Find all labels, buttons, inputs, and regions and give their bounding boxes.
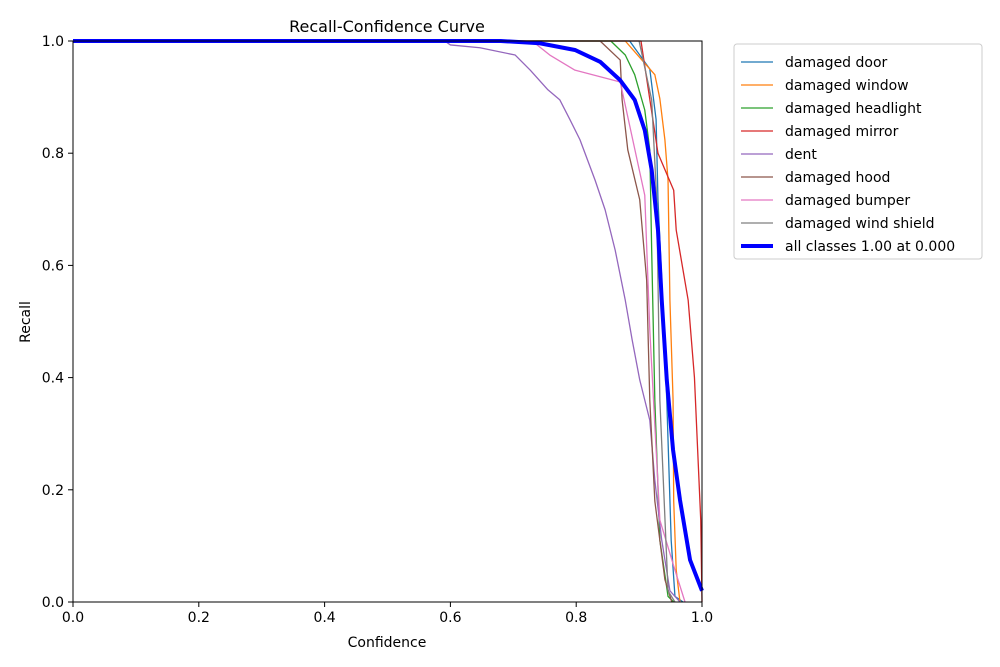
y-tick-label: 0.0	[42, 595, 64, 611]
plot-frame	[72, 40, 703, 603]
series-line-8	[73, 39, 704, 592]
series-line-2	[73, 40, 675, 603]
series-line-4	[73, 40, 681, 603]
x-axis-label: Confidence	[348, 635, 427, 651]
series-line-0	[73, 40, 684, 603]
legend-label-4: dent	[785, 147, 817, 163]
legend-label-0: damaged door	[785, 55, 888, 71]
y-tick-label: 0.4	[42, 371, 64, 387]
chart-title: Recall-Confidence Curve	[289, 17, 485, 36]
legend-label-2: damaged headlight	[785, 101, 922, 117]
y-tick-label: 0.8	[42, 146, 64, 162]
series-line-7	[73, 40, 676, 603]
legend: damaged door damaged window damaged headli…	[733, 43, 983, 260]
legend-label-1: damaged window	[785, 78, 909, 94]
legend-label-7: damaged wind shield	[785, 216, 935, 232]
legend-label-5: damaged hood	[785, 170, 890, 186]
y-axis-label: Recall	[18, 301, 34, 343]
legend-label-6: damaged bumper	[785, 193, 910, 209]
y-tick-label: 1.0	[42, 34, 64, 50]
x-tick-label: 0.0	[62, 610, 84, 626]
series-line-6	[73, 40, 686, 603]
x-tick-label: 0.6	[439, 610, 461, 626]
series-line-5	[73, 40, 673, 603]
y-tick-label: 0.6	[42, 258, 64, 274]
y-tick-label: 0.2	[42, 483, 64, 499]
series-line-3	[73, 40, 703, 603]
series-line-1	[73, 40, 681, 603]
legend-label-3: damaged mirror	[785, 124, 899, 140]
x-tick-label: 1.0	[691, 610, 713, 626]
x-tick-label: 0.2	[188, 610, 210, 626]
x-tick-label: 0.8	[565, 610, 587, 626]
legend-label-8: all classes 1.00 at 0.000	[785, 239, 955, 255]
x-tick-label: 0.4	[313, 610, 335, 626]
